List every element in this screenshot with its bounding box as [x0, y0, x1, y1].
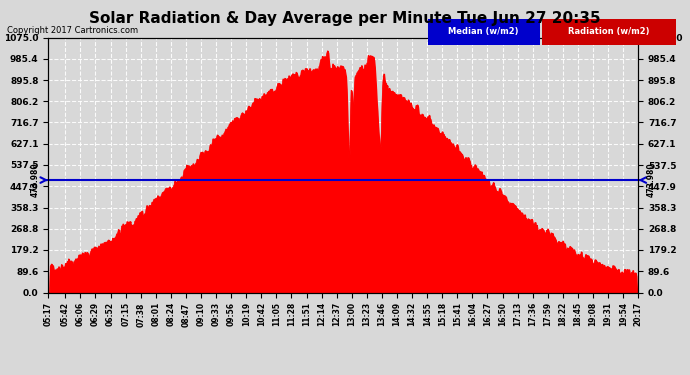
- Text: Solar Radiation & Day Average per Minute Tue Jun 27 20:35: Solar Radiation & Day Average per Minute…: [89, 11, 601, 26]
- Text: 473.980: 473.980: [30, 163, 39, 197]
- FancyBboxPatch shape: [428, 19, 540, 45]
- FancyBboxPatch shape: [542, 19, 676, 45]
- Text: Radiation (w/m2): Radiation (w/m2): [569, 27, 650, 36]
- Text: 473.980: 473.980: [647, 163, 656, 197]
- Text: Copyright 2017 Cartronics.com: Copyright 2017 Cartronics.com: [7, 26, 138, 35]
- Text: Median (w/m2): Median (w/m2): [448, 27, 519, 36]
